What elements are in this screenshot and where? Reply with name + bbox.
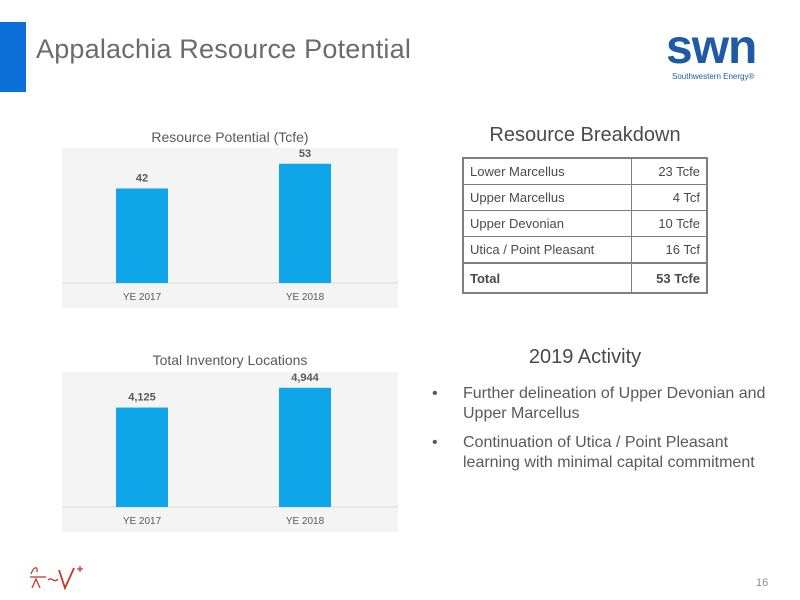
list-item: • Further delineation of Upper Devonian … — [430, 384, 770, 424]
bullet-icon: • — [432, 385, 438, 402]
row-label: Upper Devonian — [462, 210, 632, 237]
total-value: 53 Tcfe — [631, 262, 708, 294]
page-number: 16 — [756, 577, 769, 589]
table-row: Upper Marcellus 4 Tcf — [462, 184, 708, 211]
activity-text: Continuation of Utica / Point Pleasant l… — [463, 434, 755, 471]
row-value: 23 Tcfe — [631, 157, 708, 185]
activity-heading: 2019 Activity — [528, 346, 642, 368]
table-row: Lower Marcellus 23 Tcfe — [462, 157, 708, 185]
row-label: Upper Marcellus — [462, 184, 632, 211]
company-logo: swn Southwestern Energy® — [666, 24, 776, 88]
chart-inventory-svg: 4,125 YE 2017 4,944 YE 2018 — [62, 372, 398, 527]
chart-inventory-title: Total Inventory Locations — [152, 352, 308, 368]
row-label: Lower Marcellus — [462, 157, 632, 185]
row-label: Utica / Point Pleasant — [462, 236, 632, 264]
list-item: • Continuation of Utica / Point Pleasant… — [430, 433, 770, 473]
table-row-total: Total 53 Tcfe — [462, 262, 708, 294]
chart-resource-potential: 42 YE 2017 53 YE 2018 — [62, 148, 398, 308]
row-value: 4 Tcf — [631, 184, 708, 211]
x-tick-label: YE 2018 — [286, 292, 325, 303]
breakdown-heading: Resource Breakdown — [489, 124, 681, 146]
data-label: 42 — [136, 173, 148, 185]
logo-wordmark: swn — [666, 21, 757, 74]
row-value: 10 Tcfe — [631, 210, 708, 237]
activity-text: Further delineation of Upper Devonian an… — [463, 385, 766, 422]
breakdown-table: Lower Marcellus 23 Tcfe Upper Marcellus … — [462, 157, 708, 294]
data-label: 53 — [299, 148, 311, 160]
slide-title: Appalachia Resource Potential — [36, 34, 412, 64]
activity-list: • Further delineation of Upper Devonian … — [430, 384, 770, 482]
total-label: Total — [462, 262, 632, 294]
bar-ye-2017 — [116, 407, 168, 507]
bar-ye-2018 — [279, 163, 331, 283]
data-label: 4,125 — [128, 392, 156, 404]
row-value: 16 Tcf — [631, 236, 708, 264]
data-label: 4,944 — [291, 372, 319, 384]
bar-ye-2018 — [279, 387, 331, 507]
title-accent-bar — [0, 22, 26, 92]
chart-inventory-locations: 4,125 YE 2017 4,944 YE 2018 — [62, 372, 398, 532]
table-row: Upper Devonian 10 Tcfe — [462, 210, 708, 237]
chart-resource-title: Resource Potential (Tcfe) — [151, 129, 309, 145]
chart-resource-svg: 42 YE 2017 53 YE 2018 — [62, 148, 398, 303]
x-tick-label: YE 2018 — [286, 516, 325, 527]
bar-ye-2017 — [116, 188, 168, 283]
x-tick-label: YE 2017 — [123, 516, 162, 527]
x-tick-label: YE 2017 — [123, 292, 162, 303]
bullet-icon: • — [432, 434, 438, 451]
table-row: Utica / Point Pleasant 16 Tcf — [462, 236, 708, 264]
formula-logo-icon — [30, 566, 83, 591]
logo-tagline: Southwestern Energy® — [672, 72, 755, 81]
